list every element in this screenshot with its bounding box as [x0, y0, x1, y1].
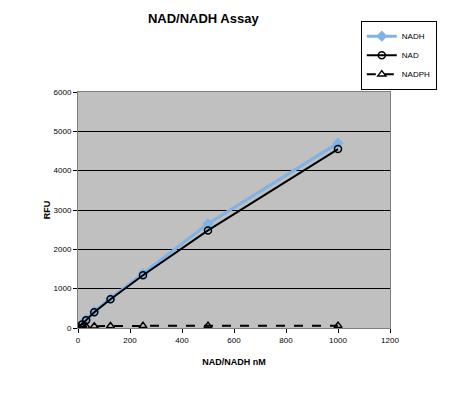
- svg-text:400: 400: [175, 336, 189, 345]
- svg-text:RFU: RFU: [42, 201, 52, 220]
- svg-text:200: 200: [123, 336, 137, 345]
- svg-text:NADH: NADH: [402, 32, 425, 41]
- svg-text:5000: 5000: [54, 127, 72, 136]
- svg-text:4000: 4000: [54, 166, 72, 175]
- svg-text:NADPH: NADPH: [402, 70, 430, 79]
- svg-text:NAD/NADH nM: NAD/NADH nM: [202, 357, 266, 367]
- svg-text:600: 600: [227, 336, 241, 345]
- svg-text:0: 0: [76, 336, 81, 345]
- svg-text:1000: 1000: [329, 336, 347, 345]
- svg-text:3000: 3000: [54, 206, 72, 215]
- svg-text:NAD/NADH Assay: NAD/NADH Assay: [148, 11, 260, 26]
- svg-text:0: 0: [67, 324, 72, 333]
- svg-text:800: 800: [279, 336, 293, 345]
- svg-text:1200: 1200: [381, 336, 399, 345]
- svg-text:2000: 2000: [54, 245, 72, 254]
- svg-text:NAD: NAD: [402, 51, 419, 60]
- svg-text:6000: 6000: [54, 88, 72, 97]
- svg-text:1000: 1000: [54, 284, 72, 293]
